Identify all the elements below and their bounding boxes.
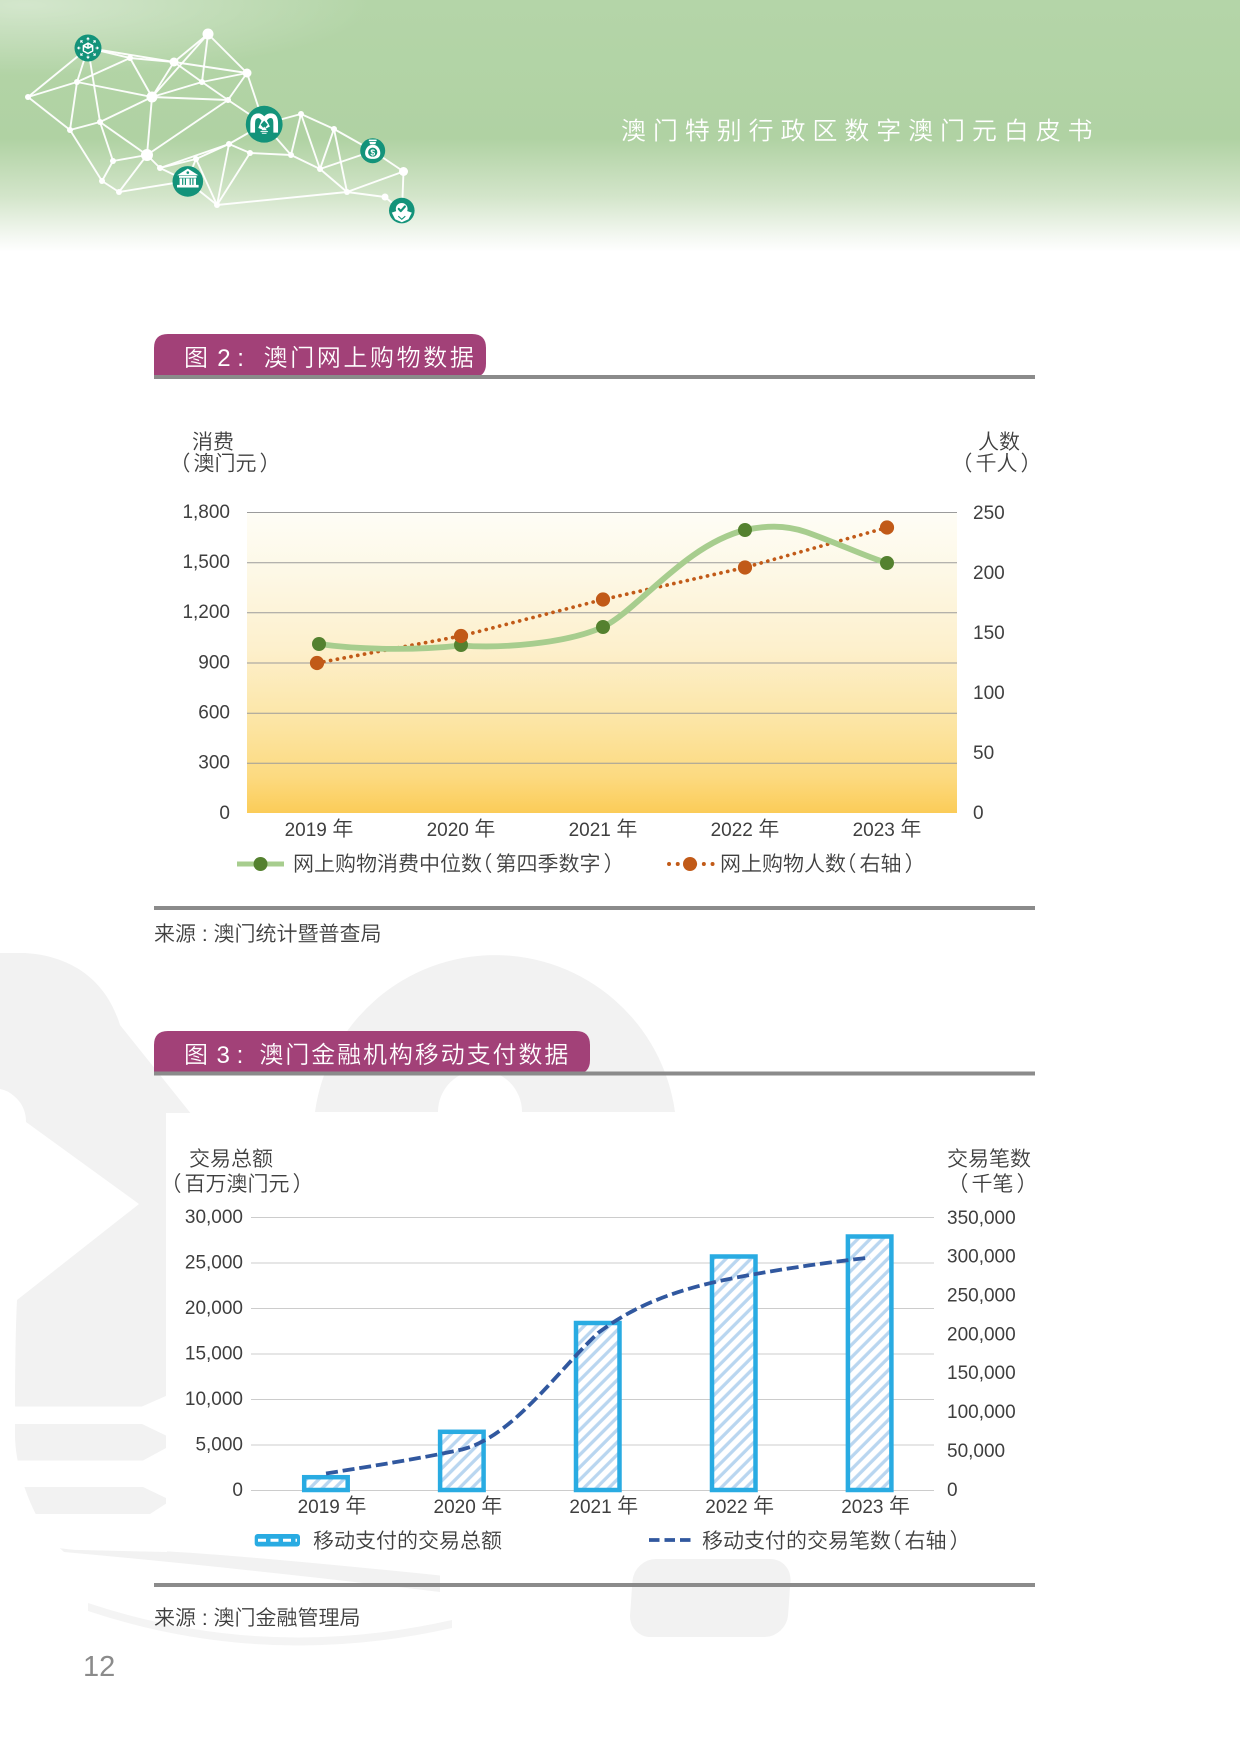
- svg-text:2020: 2020: [427, 820, 469, 841]
- svg-text:0: 0: [232, 1480, 243, 1501]
- svg-text:2022: 2022: [705, 1497, 747, 1518]
- svg-text:1,500: 1,500: [182, 552, 230, 573]
- svg-text:2022: 2022: [711, 820, 753, 841]
- svg-text:20,000: 20,000: [185, 1298, 243, 1319]
- svg-text:50,000: 50,000: [947, 1441, 1005, 1462]
- svg-text:0: 0: [973, 803, 984, 824]
- svg-text:200: 200: [973, 563, 1005, 584]
- svg-text:250,000: 250,000: [947, 1286, 1016, 1307]
- svg-text:2019: 2019: [285, 820, 327, 841]
- svg-text:15,000: 15,000: [185, 1343, 243, 1364]
- svg-text::: :: [196, 1607, 214, 1630]
- svg-text:2 :: 2 :: [211, 345, 251, 372]
- svg-text:100: 100: [973, 683, 1005, 704]
- svg-text:12: 12: [83, 1651, 115, 1683]
- svg-text:150,000: 150,000: [947, 1363, 1016, 1384]
- svg-text:2021: 2021: [569, 820, 611, 841]
- svg-text:2019: 2019: [298, 1497, 340, 1518]
- svg-text:0: 0: [947, 1480, 958, 1501]
- svg-text:1,800: 1,800: [182, 502, 230, 523]
- svg-text:2023: 2023: [841, 1497, 883, 1518]
- svg-text:10,000: 10,000: [185, 1389, 243, 1410]
- svg-text::: :: [196, 923, 214, 946]
- svg-text:600: 600: [198, 703, 230, 724]
- svg-text:100,000: 100,000: [947, 1402, 1016, 1423]
- svg-text:200,000: 200,000: [947, 1324, 1016, 1345]
- svg-text:2023: 2023: [853, 820, 895, 841]
- svg-text:350,000: 350,000: [947, 1208, 1016, 1229]
- svg-text:3 :: 3 :: [210, 1042, 250, 1069]
- svg-text:30,000: 30,000: [185, 1207, 243, 1228]
- svg-text:300,000: 300,000: [947, 1247, 1016, 1268]
- svg-text:300: 300: [198, 753, 230, 774]
- svg-text:25,000: 25,000: [185, 1252, 243, 1273]
- svg-text:0: 0: [219, 803, 230, 824]
- svg-text:900: 900: [198, 652, 230, 673]
- svg-text:150: 150: [973, 623, 1005, 644]
- svg-text:$: $: [370, 148, 375, 158]
- svg-text:2021: 2021: [569, 1497, 611, 1518]
- svg-text:5,000: 5,000: [195, 1434, 243, 1455]
- svg-text:2020: 2020: [434, 1497, 476, 1518]
- svg-text:250: 250: [973, 503, 1005, 524]
- svg-text:50: 50: [973, 743, 994, 764]
- svg-text:1,200: 1,200: [182, 602, 230, 623]
